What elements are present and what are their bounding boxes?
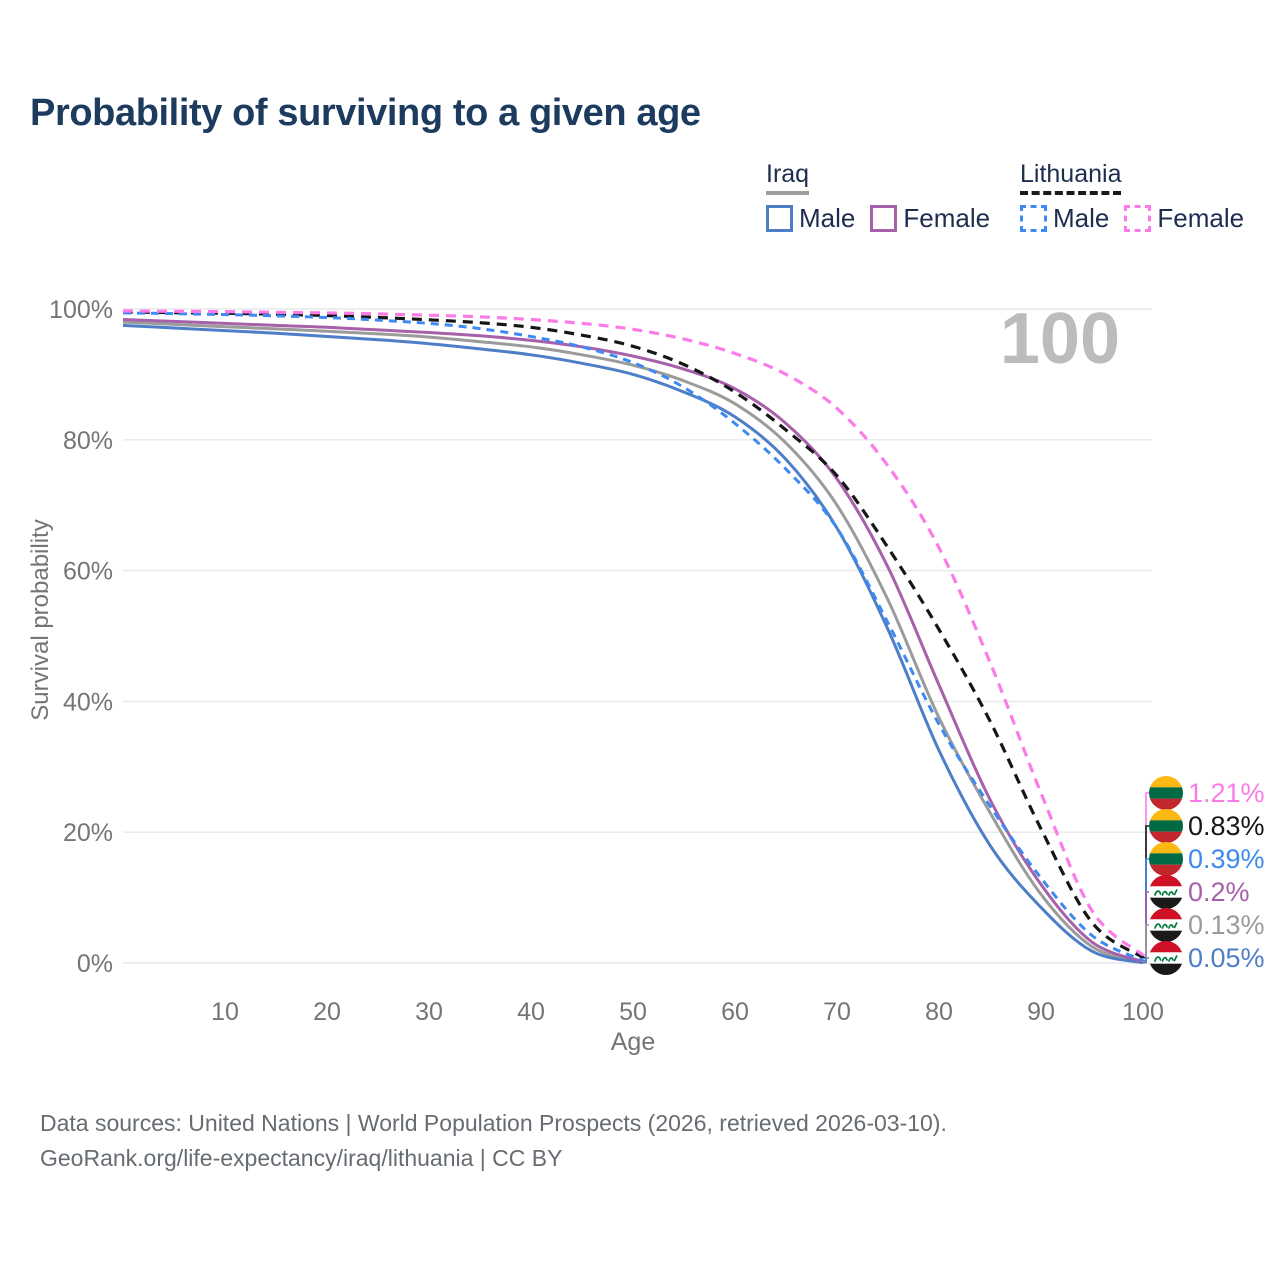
curve-iraq_total — [122, 320, 1144, 964]
curve-iraq_male — [122, 323, 1144, 965]
flag-stripe — [1149, 831, 1183, 843]
flag-stripes — [1149, 842, 1183, 876]
end-label-value: 0.39% — [1188, 844, 1265, 874]
legend-item-lithuania-female[interactable]: Female — [1124, 203, 1244, 234]
iraq-emblem-script — [1154, 889, 1178, 896]
legend-header-iraq: Iraq — [766, 160, 810, 195]
flag-stripe — [1149, 875, 1183, 887]
iraq-emblem-script — [1154, 922, 1178, 929]
footer-sources: Data sources: United Nations | World Pop… — [40, 1110, 947, 1136]
lithuania-female-swatch — [1124, 205, 1152, 232]
curve-iraq_female — [122, 318, 1144, 964]
flag-stripe — [1149, 908, 1183, 920]
y-tick-label: 60% — [63, 558, 113, 586]
age-watermark: 100 — [1000, 299, 1120, 379]
flag-stripes — [1149, 875, 1183, 909]
flag-stripe — [1149, 941, 1183, 953]
x-tick-label: 30 — [415, 998, 443, 1026]
x-tick-label: 80 — [925, 998, 953, 1026]
legend-item-iraq-female[interactable]: Female — [870, 203, 990, 234]
curve-lithuania_male — [122, 311, 1144, 962]
legend-label-lithuania-male: Male — [1053, 203, 1110, 233]
flag-stripe — [1149, 897, 1183, 909]
x-tick-label: 50 — [619, 998, 647, 1026]
y-axis-title: Survival probability — [27, 519, 54, 720]
y-tick-label: 20% — [63, 819, 113, 847]
y-tick-label: 80% — [63, 427, 113, 455]
flag-stripe — [1149, 853, 1183, 865]
flag-icon-lithuania — [1149, 776, 1183, 810]
flag-stripe — [1149, 809, 1183, 821]
x-tick-label: 100 — [1122, 998, 1164, 1026]
iraq-female-swatch — [870, 205, 898, 232]
plot-area[interactable] — [123, 280, 1152, 963]
end-label-leader — [1143, 957, 1149, 964]
flag-icon-lithuania — [1149, 842, 1183, 876]
legend-label-lithuania-female: Female — [1157, 203, 1245, 233]
y-tick-label: 0% — [77, 950, 113, 978]
x-tick-label: 90 — [1027, 998, 1055, 1026]
iraq-emblem-script — [1154, 955, 1178, 962]
flag-stripes — [1149, 908, 1183, 942]
x-tick-label: 20 — [313, 998, 341, 1026]
legend-label-iraq-male: Male — [799, 203, 856, 233]
lithuania-male-swatch — [1020, 205, 1047, 232]
flag-stripes — [1149, 776, 1183, 810]
y-tick-label: 40% — [63, 688, 113, 716]
legend-item-lithuania-male[interactable]: Male — [1020, 203, 1109, 234]
end-label-value: 0.2% — [1188, 877, 1250, 907]
x-tick-label: 10 — [211, 998, 239, 1026]
flag-stripe — [1149, 930, 1183, 942]
flag-stripe — [1149, 864, 1183, 876]
x-axis-title: Age — [611, 1028, 655, 1056]
flag-icon-iraq — [1149, 875, 1183, 909]
legend-group-iraq: Iraq Male Female — [766, 160, 990, 234]
flag-stripe — [1149, 820, 1183, 832]
flag-stripe — [1149, 842, 1183, 854]
flag-icon-iraq — [1149, 941, 1183, 975]
y-tick-label: 100% — [49, 296, 113, 324]
legend-item-iraq-male[interactable]: Male — [766, 203, 855, 234]
iraq-male-swatch — [766, 205, 793, 232]
footer-attribution: GeoRank.org/life-expectancy/iraq/lithuan… — [40, 1145, 563, 1171]
end-label-value: 0.83% — [1188, 811, 1265, 841]
flag-stripe — [1149, 963, 1183, 975]
flag-stripe — [1149, 787, 1183, 799]
footer: Data sources: United Nations | World Pop… — [40, 1106, 947, 1176]
legend-label-iraq-female: Female — [903, 203, 991, 233]
x-tick-label: 40 — [517, 998, 545, 1026]
end-label-value: 1.21% — [1188, 778, 1265, 808]
page-title: Probability of surviving to a given age — [30, 92, 701, 134]
flag-stripe — [1149, 776, 1183, 788]
x-tick-label: 70 — [823, 998, 851, 1026]
legend-header-lithuania: Lithuania — [1020, 160, 1122, 195]
legend-group-lithuania: Lithuania Male Female — [1020, 160, 1244, 234]
flag-stripes — [1149, 941, 1183, 975]
end-label-value: 0.05% — [1188, 943, 1265, 973]
x-tick-label: 60 — [721, 998, 749, 1026]
flag-icon-iraq — [1149, 908, 1183, 942]
flag-stripe — [1149, 798, 1183, 810]
end-label-value: 0.13% — [1188, 910, 1265, 940]
flag-icon-lithuania — [1149, 809, 1183, 843]
legend-items-lithuania: Male Female — [1020, 203, 1244, 234]
legend-items-iraq: Male Female — [766, 203, 990, 234]
flag-stripes — [1149, 809, 1183, 843]
